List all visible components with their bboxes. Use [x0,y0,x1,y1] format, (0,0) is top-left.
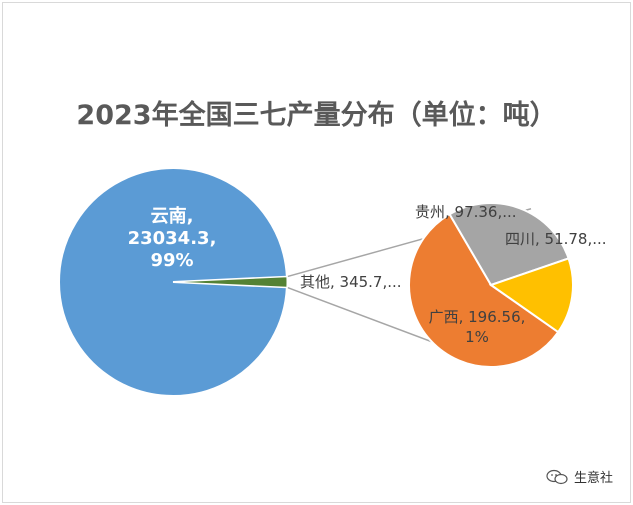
pie-slice-e59b9be5b79d [488,257,574,334]
data-label-e5b9bfe8a5bf: 广西, 196.56, 1% [429,308,526,346]
data-label-e585b6e4bb96: 其他, 345.7,... [300,273,402,291]
pie-slice-e4ba91e58d97 [58,167,288,397]
watermark: 生意社 [546,467,613,486]
wechat-icon [546,469,568,484]
pie-slice-e5b9bfe8a5bf [408,212,560,368]
data-label-e8b4b5e5b79e: 贵州, 97.36,... [415,203,517,221]
data-label-e4ba91e58d97: 云南, 23034.3, 99% [128,205,217,271]
watermark-text: 生意社 [573,471,613,486]
chart-title: 2023年全国三七产量分布（单位：吨） [76,100,557,131]
pie-slice-e585b6e4bb96 [172,276,288,288]
data-label-e59b9be5b79d: 四川, 51.78,... [505,230,607,248]
pie-slice-e8b4b5e5b79e [448,202,570,287]
